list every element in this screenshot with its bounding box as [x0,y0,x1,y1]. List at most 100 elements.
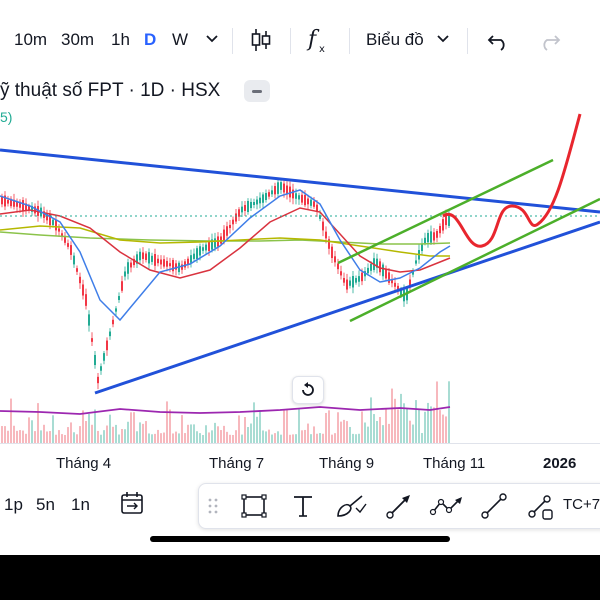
candle-body [436,231,438,238]
candle-body [442,219,444,230]
volume-bar [76,434,78,443]
candle-body [169,263,171,266]
arrow-icon[interactable] [384,492,414,520]
candle-body [199,246,201,255]
candle-body [148,252,150,263]
candle-body [265,193,267,200]
volume-bar [361,411,363,443]
volume-bar [79,426,81,443]
volume-bar [121,429,123,443]
ray-icon[interactable] [525,492,557,522]
candle-body [193,254,195,259]
volume-bar [100,435,102,443]
candle-body [127,262,129,274]
volume-bar [64,435,66,443]
candle-body [349,280,351,285]
reset-chart-button[interactable] [292,376,324,404]
volume-bar [337,412,339,443]
path-icon[interactable] [429,492,465,520]
range-1n[interactable]: 1n [71,495,90,515]
price-chart[interactable] [0,0,600,480]
date-range-icon[interactable] [119,491,147,517]
candle-body [214,238,216,247]
candle-body [334,256,336,262]
candle-body [64,237,66,243]
volume-bar [70,422,72,443]
candle-body [238,209,240,216]
volume-bar [295,434,297,443]
volume-bar [124,429,126,443]
volume-bar [46,431,48,443]
volume-bar [271,435,273,443]
ascending-trendline[interactable] [95,222,600,393]
candle-body [55,220,57,231]
candle-body [427,233,429,242]
volume-bar [28,417,30,443]
volume-bar [103,430,105,443]
shortcut-label[interactable]: TC+7 [563,496,600,514]
volume-bar [175,432,177,443]
candle-body [160,260,162,265]
rectangle-icon[interactable] [239,492,269,520]
volume-bar [430,406,432,443]
text-icon[interactable] [289,492,317,520]
candle-body [124,271,126,276]
candle-body [52,220,54,225]
candle-body [433,232,435,240]
volume-bar [331,435,333,443]
candle-body [280,182,282,190]
candle-body [370,264,372,271]
brush-icon[interactable] [334,492,368,520]
candle-body [157,259,159,263]
candle-body [202,247,204,251]
volume-bar [448,381,450,443]
volume-bar [268,430,270,443]
volume-bar [190,424,192,443]
candle-body [244,205,246,211]
volume-bar [277,431,279,443]
volume-bar [340,422,342,443]
candle-body [352,276,354,287]
volume-bar [19,430,21,443]
candle-body [208,241,210,251]
range-5n[interactable]: 5n [36,495,55,515]
candle-body [343,278,345,283]
candle-body [73,256,75,265]
candle-body [307,199,309,205]
volume-bar [7,431,9,443]
candle-body [106,341,108,351]
candle-body [121,281,123,291]
candle-body [310,200,312,206]
volume-bar [232,435,234,443]
volume-bar [118,435,120,443]
volume-bar [304,430,306,443]
candle-body [190,255,192,263]
volume-bar [313,426,315,443]
channel-lower-line[interactable] [350,199,600,321]
candle-body [88,314,90,325]
volume-bar [250,424,252,443]
volume-bar [286,409,288,443]
candle-body [172,260,174,271]
candle-body [82,284,84,295]
volume-bar [160,433,162,443]
volume-bar [148,433,150,443]
volume-bar [328,410,330,443]
candle-body [256,200,258,205]
trendline-icon[interactable] [479,492,509,520]
candle-body [367,268,369,273]
x-tick-label: 2026 [543,455,576,473]
volume-bar [223,426,225,443]
range-1p[interactable]: 1p [4,495,23,515]
drag-handle-icon[interactable] [207,496,219,516]
volume-bar [310,434,312,443]
volume-bar [298,409,300,443]
volume-bar [34,431,36,443]
volume-bar [136,431,138,443]
volume-bar [97,431,99,443]
volume-bar [181,415,183,443]
ma-fast-line [0,190,450,320]
candle-body [322,222,324,231]
candle-body [340,271,342,275]
x-tick-label: Tháng 9 [319,455,374,473]
